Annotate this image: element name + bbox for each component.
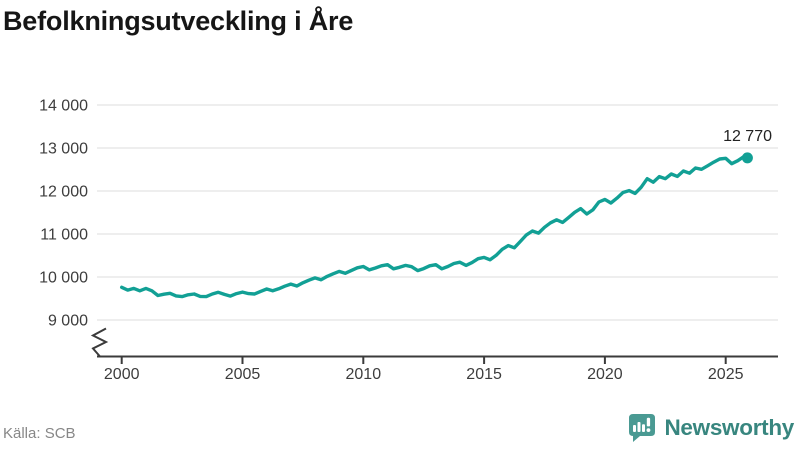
y-axis-tick-label: 10 000 xyxy=(39,270,88,287)
x-axis-tick-label: 2005 xyxy=(225,366,261,383)
x-axis-tick-label: 2025 xyxy=(708,366,744,383)
x-axis-tick-label: 2000 xyxy=(104,366,140,383)
x-axis-tick-label: 2020 xyxy=(587,366,623,383)
population-line xyxy=(119,154,750,299)
y-axis-tick-label: 13 000 xyxy=(39,141,88,158)
chart-title: Befolkningsutveckling i Åre xyxy=(3,6,354,36)
x-axis-tick-label: 2010 xyxy=(346,366,382,383)
latest-value-label: 12 770 xyxy=(723,128,772,145)
newsworthy-logo-icon xyxy=(627,412,657,444)
newsworthy-brand: Newsworthy xyxy=(627,412,794,444)
y-axis-tick-label: 9 000 xyxy=(48,313,88,330)
source-label: Källa: SCB xyxy=(3,425,76,442)
y-axis-tick-label: 14 000 xyxy=(39,98,88,115)
newsworthy-wordmark: Newsworthy xyxy=(664,415,794,440)
latest-value-dot xyxy=(741,152,753,164)
y-axis-tick-label: 12 000 xyxy=(39,184,88,201)
y-axis-tick-label: 11 000 xyxy=(40,227,88,244)
x-axis-tick-label: 2015 xyxy=(466,366,502,383)
axis-break-zigzag xyxy=(90,327,109,358)
